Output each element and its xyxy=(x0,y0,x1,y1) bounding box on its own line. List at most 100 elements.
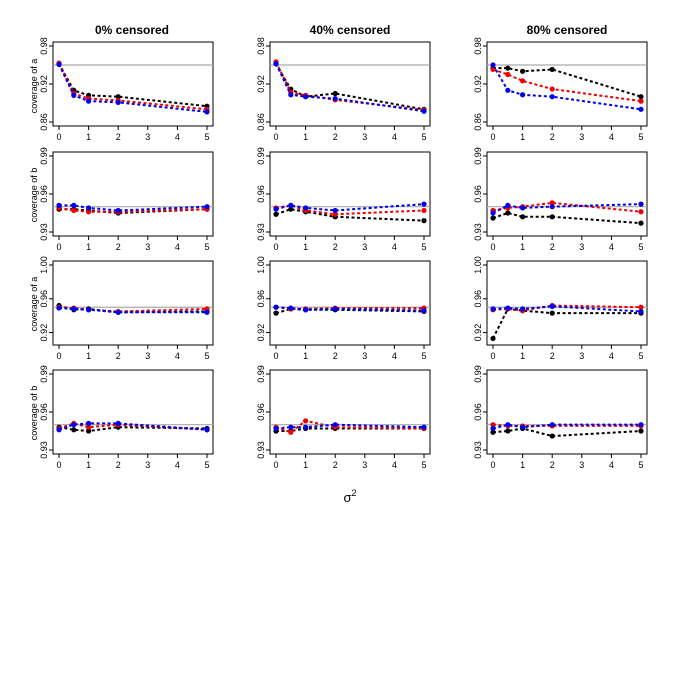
panel-frame xyxy=(269,41,431,127)
y-tick-label: 0.86 xyxy=(256,113,266,131)
data-point-red xyxy=(71,207,77,214)
data-point-black xyxy=(505,428,511,434)
panel-r3c0: 0 1 2 3 4 5 0.93 0.96 0.99 xyxy=(39,365,214,470)
x-tick-label: 2 xyxy=(333,242,338,252)
data-point-black xyxy=(115,94,121,100)
data-point-blue xyxy=(56,61,62,67)
x-tick-label: 2 xyxy=(116,132,121,142)
data-point-blue xyxy=(421,424,427,430)
data-point-black xyxy=(421,218,427,224)
x-tick-label: 2 xyxy=(116,351,121,361)
data-point-blue xyxy=(505,422,511,428)
y-tick-label: 0.93 xyxy=(39,223,49,241)
x-tick-label: 4 xyxy=(609,132,614,142)
data-point-black xyxy=(71,427,77,433)
x-tick-label: 2 xyxy=(116,242,121,252)
x-tick-label: 3 xyxy=(145,132,150,142)
data-point-blue xyxy=(332,207,338,214)
data-point-blue xyxy=(288,424,294,430)
data-point-red xyxy=(549,86,555,92)
series-line-red xyxy=(58,62,208,111)
data-point-red xyxy=(638,304,644,310)
data-point-blue xyxy=(273,425,279,432)
data-point-blue xyxy=(549,204,555,210)
series-line-red xyxy=(275,204,425,216)
row-y-labels: coverage of a coverage of b coverage of … xyxy=(29,59,39,441)
x-tick-label: 2 xyxy=(333,460,338,470)
x-tick-label: 5 xyxy=(638,132,643,142)
column-title-0-censored: 0% censored xyxy=(95,23,169,37)
series-line-black xyxy=(492,307,641,339)
panel-frame xyxy=(486,41,648,127)
panel-frame xyxy=(269,151,431,237)
x-tick-label: 2 xyxy=(333,351,338,361)
data-point-blue xyxy=(204,109,210,115)
y-tick-label: 1.00 xyxy=(256,256,266,274)
panel-r1c0: 0 1 2 3 4 5 0.93 0.96 0.99 xyxy=(39,147,214,252)
data-point-blue xyxy=(86,420,92,426)
series-line-black xyxy=(275,208,425,222)
data-point-blue xyxy=(56,202,62,208)
x-tick-label: 5 xyxy=(421,351,426,361)
data-point-black xyxy=(273,310,279,316)
x-tick-label: 1 xyxy=(303,460,308,470)
y-tick-label: 0.99 xyxy=(473,365,483,383)
data-point-blue xyxy=(505,87,511,93)
x-tick-label: 4 xyxy=(175,460,180,470)
series-line-blue xyxy=(492,203,642,214)
series-line-red xyxy=(492,68,642,103)
x-tick-label: 2 xyxy=(550,460,555,470)
ylabel-row-4: coverage of b xyxy=(29,386,39,441)
series-line-black xyxy=(492,211,642,225)
y-tick-label: 1.00 xyxy=(39,256,49,274)
y-tick-label: 1.00 xyxy=(473,256,483,274)
data-point-blue xyxy=(332,306,338,312)
y-tick-label: 0.92 xyxy=(256,324,266,342)
data-point-blue xyxy=(204,204,210,210)
x-tick-label: 4 xyxy=(609,460,614,470)
panel-frame xyxy=(52,41,214,127)
x-tick-label: 5 xyxy=(421,242,426,252)
x-tick-label: 4 xyxy=(609,351,614,361)
x-tick-label: 5 xyxy=(204,460,209,470)
data-point-blue xyxy=(115,207,121,214)
data-point-blue xyxy=(86,205,92,211)
x-tick-label: 2 xyxy=(550,351,555,361)
x-tick-label: 5 xyxy=(421,132,426,142)
x-tick-label: 3 xyxy=(579,351,584,361)
panel-r3c1: 0 1 2 3 4 5 0.93 0.96 0.99 xyxy=(256,365,431,470)
data-point-red xyxy=(638,98,644,104)
x-tick-label: 0 xyxy=(56,242,61,252)
panel-frame xyxy=(52,369,214,455)
panel-frame xyxy=(486,151,648,237)
x-axis-label-superscript: 2 xyxy=(352,488,357,498)
x-tick-label: 1 xyxy=(303,132,308,142)
data-point-blue xyxy=(421,308,427,314)
panel-r2c1: 0 1 2 3 4 5 0.92 0.96 1.00 xyxy=(256,256,431,361)
y-tick-label: 0.92 xyxy=(256,75,266,93)
x-tick-label: 3 xyxy=(579,460,584,470)
series-line-black xyxy=(492,427,642,438)
data-point-red xyxy=(549,200,555,206)
x-tick-label: 5 xyxy=(638,351,643,361)
panel-frame xyxy=(486,369,648,455)
panel-r0c0: 0 1 2 3 4 5 0.86 0.92 0.98 xyxy=(39,37,214,142)
x-axis-label-base: σ xyxy=(343,490,351,505)
data-point-black xyxy=(490,215,496,221)
data-point-black xyxy=(490,429,496,435)
data-point-blue xyxy=(303,307,309,313)
data-point-black xyxy=(490,335,496,342)
data-point-blue xyxy=(303,424,309,430)
data-point-blue xyxy=(204,309,210,315)
x-tick-label: 4 xyxy=(609,242,614,252)
x-tick-label: 0 xyxy=(490,460,495,470)
data-point-blue xyxy=(273,304,279,310)
y-tick-label: 0.99 xyxy=(473,147,483,165)
x-tick-label: 0 xyxy=(56,460,61,470)
data-point-blue xyxy=(549,422,555,428)
x-tick-label: 0 xyxy=(273,351,278,361)
y-tick-label: 0.96 xyxy=(473,403,483,421)
x-tick-label: 0 xyxy=(273,132,278,142)
data-point-blue xyxy=(204,427,210,433)
column-title-80-censored: 80% censored xyxy=(527,23,608,37)
